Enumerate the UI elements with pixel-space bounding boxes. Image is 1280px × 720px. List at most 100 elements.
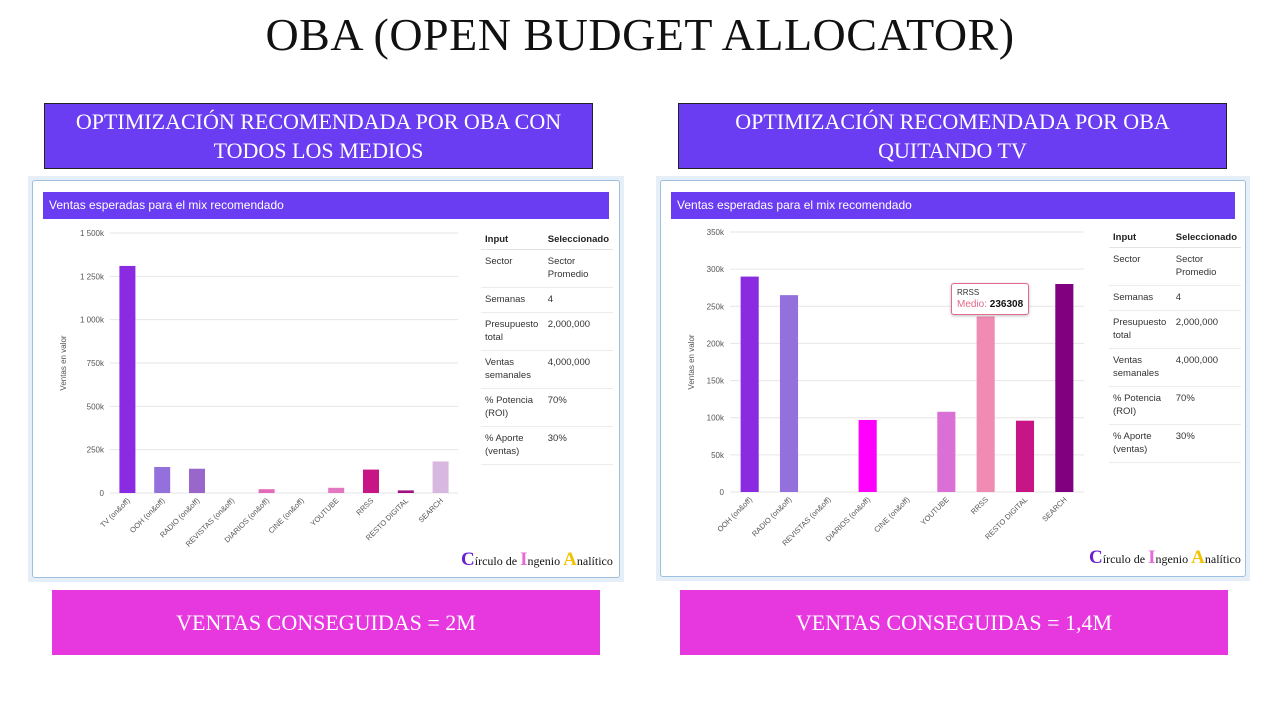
table-cell: 2,000,000 (543, 312, 613, 351)
y-axis-label: Ventas en valor (59, 335, 68, 390)
x-tick-label: RADIO (on&off) (750, 495, 794, 539)
table-row: Semanas 4 (1109, 285, 1241, 311)
left-result-text: VENTAS CONSEGUIDAS = 2M (176, 609, 476, 635)
table-cell: Sector (1109, 247, 1172, 286)
left-heading-box: OPTIMIZACIÓN RECOMENDADA POR OBA CON TOD… (44, 103, 593, 169)
bar (1055, 284, 1074, 492)
x-tick-label: YOUTUBE (919, 495, 951, 527)
x-tick-label: RRSS (969, 495, 990, 516)
table-cell: 30% (543, 426, 613, 465)
left-chart-panel: Ventas esperadas para el mix recomendado… (28, 176, 624, 582)
table-cell: 70% (1171, 386, 1241, 425)
tooltip-label: Medio: (957, 299, 988, 310)
table-row: Presupuesto total 2,000,000 (481, 312, 613, 351)
table-row: % Aporte (ventas) 30% (481, 426, 613, 465)
table-row: Sector Sector Promedio (481, 249, 613, 288)
page-title: OBA (OPEN BUDGET ALLOCATOR) (265, 9, 1015, 60)
bar (188, 468, 206, 493)
x-tick-label: RRSS (354, 496, 375, 517)
right-result-banner: VENTAS CONSEGUIDAS = 1,4M (680, 590, 1228, 655)
right-chart-panel: Ventas esperadas para el mix recomendado… (656, 176, 1250, 581)
right-chart-card: Ventas esperadas para el mix recomendado… (660, 180, 1246, 577)
left-heading-text: OPTIMIZACIÓN RECOMENDADA POR OBA CON TOD… (75, 109, 562, 163)
y-tick-label: 1 250k (80, 272, 105, 281)
table-row: Sector Sector Promedio (1109, 247, 1241, 286)
x-tick-label: TV (on&off) (98, 496, 132, 530)
bar (1015, 420, 1035, 492)
table-row: Ventas semanales 4,000,000 (481, 350, 613, 389)
y-tick-label: 0 (720, 488, 725, 497)
table-header-selected: Seleccionado (543, 229, 613, 250)
y-tick-label: 1 500k (80, 229, 105, 238)
table-row: % Potencia (ROI) 70% (481, 388, 613, 427)
bar (740, 276, 759, 492)
left-params-table: Input Seleccionado Sector Sector Promedio… (481, 229, 613, 465)
table-cell: Ventas semanales (481, 350, 544, 389)
x-tick-label: OOH (on&off) (715, 495, 754, 534)
table-row: Semanas 4 (481, 287, 613, 313)
table-cell: 70% (543, 388, 613, 427)
y-tick-label: 150k (707, 377, 725, 386)
table-cell: 4 (1171, 285, 1241, 311)
bar (258, 489, 275, 493)
table-row: Presupuesto total 2,000,000 (1109, 310, 1241, 349)
y-tick-label: 350k (707, 228, 725, 237)
y-tick-label: 50k (711, 451, 725, 460)
right-bar-chart: 0 50k 100k 150k 200k 250k 300k 350k Ventas en va… (687, 228, 1084, 547)
brand-logo: Círculo de Ingenio Analítico (1089, 547, 1241, 568)
table-header-input: Input (1109, 227, 1172, 248)
x-tick-label: RESTO DIGITAL (983, 495, 1029, 541)
table-header-input: Input (481, 229, 544, 250)
table-row: % Aporte (ventas) 30% (1109, 424, 1241, 463)
y-tick-label: 200k (707, 339, 725, 348)
y-tick-label: 100k (707, 414, 725, 423)
x-tick-label: YOUTUBE (309, 496, 341, 528)
table-cell: Semanas (481, 287, 544, 313)
table-cell: Semanas (1109, 285, 1172, 311)
right-heading-text: OPTIMIZACIÓN RECOMENDADA POR OBA QUITAND… (735, 109, 1170, 163)
table-cell: Sector Promedio (543, 249, 613, 288)
table-cell: Ventas semanales (1109, 348, 1172, 387)
table-cell: 4,000,000 (1171, 348, 1241, 387)
left-panel-header: Ventas esperadas para el mix recomendado (43, 192, 609, 219)
bar (858, 419, 877, 492)
x-tick-label: SEARCH (417, 496, 445, 524)
table-header-selected: Seleccionado (1171, 227, 1241, 248)
bar (937, 411, 956, 492)
table-cell: 4,000,000 (543, 350, 613, 389)
bar-tooltip: RRSS Medio: 236308 (951, 283, 1030, 315)
table-cell: Sector (481, 249, 544, 288)
bar (119, 265, 136, 493)
right-result-text: VENTAS CONSEGUIDAS = 1,4M (795, 609, 1113, 635)
table-row: Ventas semanales 4,000,000 (1109, 348, 1241, 387)
x-tick-label: CINE (on&off) (267, 496, 307, 536)
right-params-table: Input Seleccionado Sector Sector Promedio… (1109, 227, 1241, 463)
table-cell: 4 (543, 287, 613, 313)
y-tick-label: 750k (87, 359, 105, 368)
x-tick-label: SEARCH (1040, 495, 1068, 523)
table-cell: 30% (1171, 424, 1241, 463)
table-cell: % Aporte (ventas) (1109, 424, 1172, 463)
table-cell: Sector Promedio (1171, 247, 1241, 286)
table-cell: Presupuesto total (1109, 310, 1172, 349)
table-cell: % Potencia (ROI) (481, 388, 544, 427)
bar (976, 316, 995, 492)
left-result-banner: VENTAS CONSEGUIDAS = 2M (52, 590, 600, 655)
table-cell: 2,000,000 (1171, 310, 1241, 349)
left-bar-chart: 0 250k 500k 750k 1 000k 1 250k 1 500k Ventas en… (59, 229, 458, 548)
bar (779, 295, 799, 492)
left-chart-card: Ventas esperadas para el mix recomendado… (32, 180, 620, 578)
right-heading-box: OPTIMIZACIÓN RECOMENDADA POR OBA QUITAND… (678, 103, 1227, 169)
y-tick-label: 250k (87, 446, 105, 455)
x-tick-label: CINE (on&off) (872, 495, 912, 535)
tooltip-value: 236308 (989, 299, 1024, 310)
y-tick-label: 500k (87, 402, 105, 411)
bar (154, 467, 171, 493)
bar (397, 490, 414, 493)
right-panel-header: Ventas esperadas para el mix recomendado (671, 192, 1235, 219)
y-tick-label: 300k (707, 265, 725, 274)
bar (432, 461, 449, 493)
table-cell: % Aporte (ventas) (481, 426, 544, 465)
bar (362, 469, 380, 493)
table-row: % Potencia (ROI) 70% (1109, 386, 1241, 425)
